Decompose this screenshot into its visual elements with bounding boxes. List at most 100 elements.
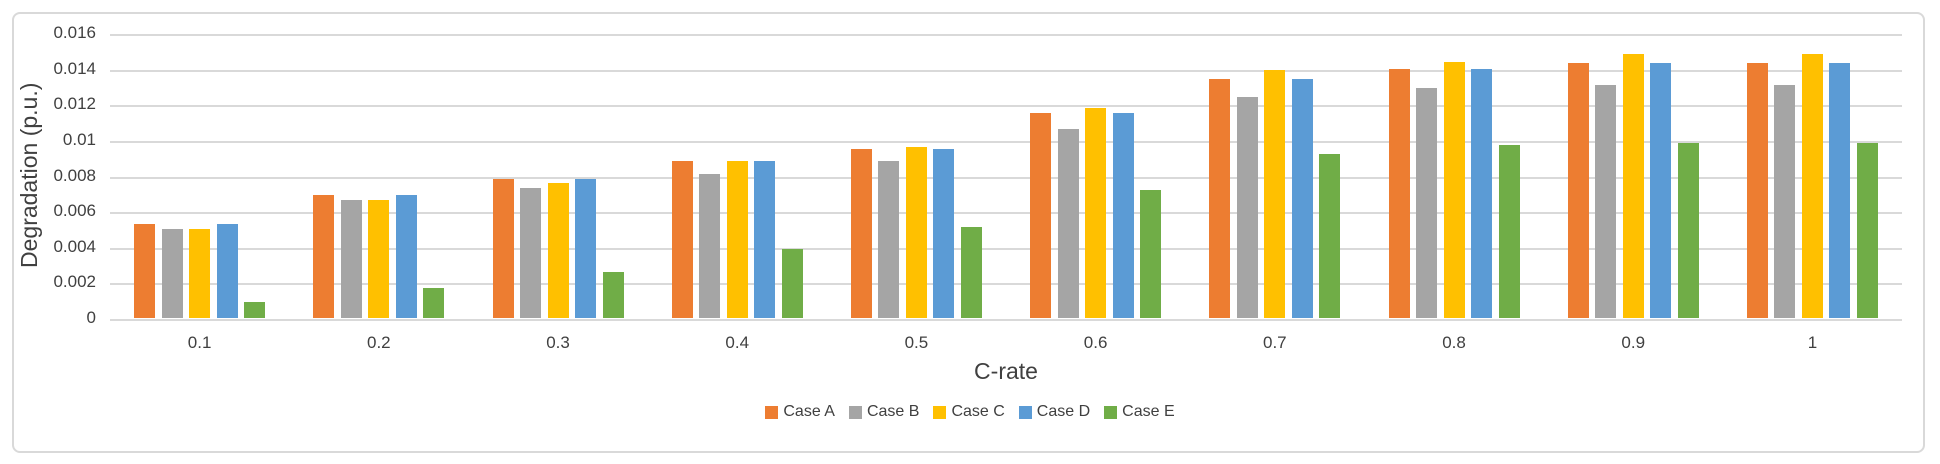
x-tick-label: 0.6 [1083, 333, 1108, 352]
bar-group-0.5 [827, 33, 1006, 318]
gridline [110, 34, 1902, 36]
legend-item-case-a: Case A [765, 403, 835, 421]
legend-swatch-icon [1018, 405, 1032, 419]
bar-case-d [575, 179, 596, 318]
bar-case-d [216, 223, 238, 318]
bar-case-a [1030, 113, 1052, 318]
bar-case-c [1801, 54, 1823, 318]
legend-item-case-e: Case E [1104, 403, 1175, 421]
bar-case-c [726, 161, 748, 318]
bar-case-a [492, 179, 514, 318]
bar-case-e [423, 287, 445, 318]
bar-case-a [671, 161, 693, 318]
bar-case-d [1829, 63, 1851, 318]
bar-case-a [1746, 63, 1768, 318]
x-tick-label: 0.8 [1442, 333, 1466, 352]
bar-case-e [1856, 143, 1878, 318]
bar-case-b [1057, 129, 1079, 318]
bar-case-b [878, 161, 900, 318]
x-tick-label: 0.9 [1621, 333, 1646, 352]
legend-swatch-icon [765, 405, 779, 419]
bar-group-0.8 [1364, 33, 1543, 318]
bar-group-1 [1723, 33, 1902, 318]
bar-case-d [1112, 113, 1134, 318]
bar-case-e [1498, 145, 1520, 318]
bar-case-e [602, 271, 624, 318]
gridline [110, 283, 1902, 286]
bar-case-d [1291, 79, 1313, 318]
bar-case-d [1471, 68, 1493, 318]
y-tick-label: 0.014 [53, 58, 96, 78]
legend-label: Case B [866, 403, 920, 420]
bar-case-b [1236, 97, 1258, 318]
bar-case-a [313, 195, 335, 318]
legend-item-case-d: Case D [1018, 403, 1091, 421]
x-tick-label: 1 [1807, 333, 1818, 352]
bar-case-d [395, 195, 417, 318]
plot-area [110, 33, 1902, 321]
bar-case-c [547, 182, 569, 318]
y-tick-label: 0.004 [53, 236, 96, 256]
bar-case-a [1567, 63, 1589, 318]
bar-case-c [1622, 54, 1644, 318]
x-tick-label: 0.7 [1263, 333, 1287, 352]
bars-layer [110, 33, 1902, 318]
bar-group-0.9 [1544, 33, 1723, 318]
x-tick-label: 0.4 [725, 333, 750, 352]
bar-case-b [1774, 84, 1796, 318]
bar-case-c [1443, 61, 1465, 318]
x-tick-label: 0.2 [366, 333, 391, 352]
bar-case-c [368, 200, 390, 318]
x-tick-label: 0.3 [546, 333, 570, 352]
gridline [110, 140, 1902, 143]
bar-case-e [960, 227, 982, 318]
bar-case-d [1650, 63, 1672, 318]
x-tick-label: 0.1 [187, 333, 212, 352]
gridline [110, 176, 1902, 179]
legend-label: Case C [951, 403, 1005, 420]
bar-case-b [520, 187, 541, 318]
bar-group-0.1 [110, 33, 289, 318]
y-tick-label: 0.008 [53, 165, 96, 185]
bar-group-0.6 [1006, 33, 1185, 318]
gridline [110, 247, 1902, 250]
legend-label: Case E [1122, 403, 1175, 420]
y-tick-label: 0.006 [53, 201, 96, 221]
y-tick-label: 0 [86, 308, 96, 327]
bar-group-0.7 [1185, 33, 1364, 318]
bar-case-c [905, 147, 927, 318]
y-tick-label: 0.016 [53, 23, 96, 42]
bar-case-c [189, 228, 211, 318]
bar-case-e [781, 248, 803, 318]
legend: Case A Case B Case C Case D Case E [0, 403, 1940, 421]
gridline [110, 105, 1902, 108]
bar-case-b [1416, 88, 1438, 318]
bar-case-b [340, 200, 362, 318]
y-tick-label: 0.012 [53, 94, 96, 114]
gridline [110, 212, 1902, 215]
bar-case-e [244, 301, 266, 318]
legend-swatch-icon [848, 405, 862, 419]
legend-label: Case D [1036, 403, 1091, 420]
y-tick-label: 0.01 [62, 129, 96, 149]
bar-case-a [1209, 79, 1231, 318]
legend-item-case-c: Case C [933, 403, 1005, 421]
legend-label: Case A [783, 403, 835, 420]
gridline [110, 69, 1902, 72]
bar-case-a [1388, 68, 1410, 318]
bar-case-e [1140, 189, 1162, 318]
bar-case-d [933, 148, 955, 318]
bar-group-0.3 [468, 33, 647, 318]
legend-item-case-b: Case B [848, 403, 920, 421]
bar-case-b [699, 173, 721, 318]
y-axis-tick-labels: 0 0.002 0.004 0.006 0.008 0.01 0.012 0.014 0.016 [0, 0, 103, 464]
bar-case-c [1085, 107, 1107, 318]
bar-case-e [1319, 154, 1341, 318]
bar-case-d [754, 161, 776, 318]
x-tick-label: 0.5 [904, 333, 929, 352]
bar-group-0.4 [648, 33, 827, 318]
gridline [110, 319, 1902, 321]
legend-swatch-icon [1104, 405, 1118, 419]
bar-case-b [161, 228, 183, 318]
